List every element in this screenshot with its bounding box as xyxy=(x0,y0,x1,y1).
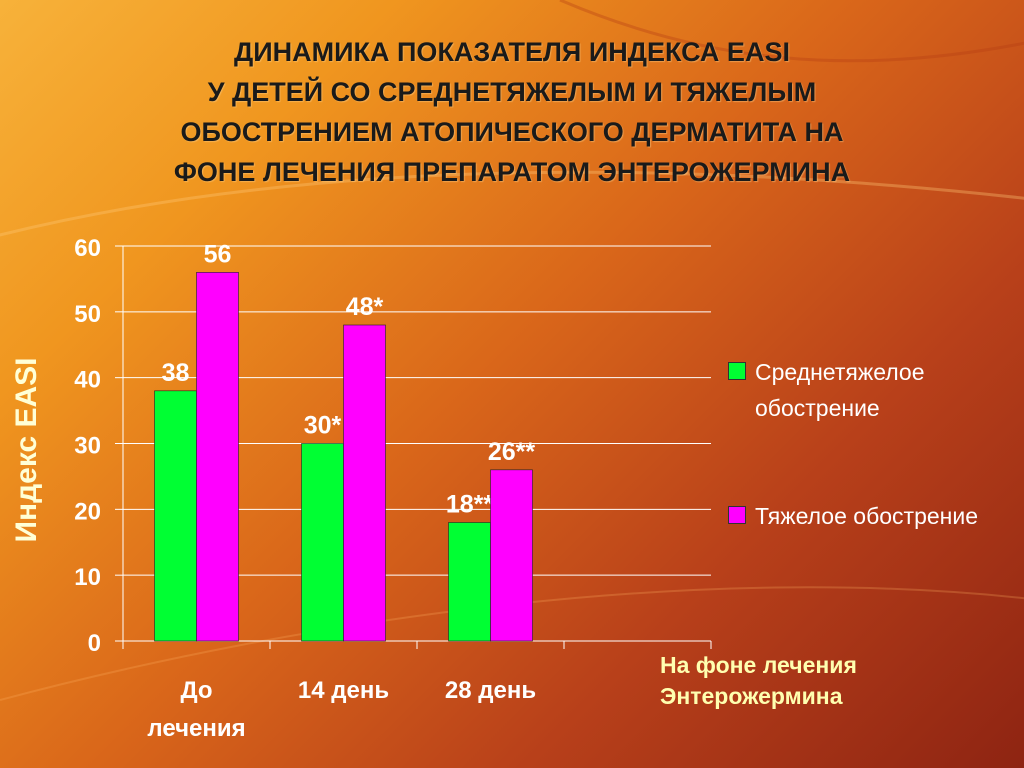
title-line: ФОНЕ ЛЕЧЕНИЯ ПРЕПАРАТОМ ЭНТЕРОЖЕРМИНА xyxy=(173,157,851,187)
legend-label-moderate: Среднетяжелое обострение xyxy=(755,359,925,421)
bar xyxy=(196,272,239,642)
x-tick-label: До xyxy=(180,677,212,704)
y-tick-label: 20 xyxy=(74,498,101,525)
data-label: 18** xyxy=(446,491,494,519)
data-label: 38 xyxy=(162,359,190,387)
note-line: На фоне лечения xyxy=(660,652,857,678)
chart-title: ДИНАМИКА ПОКАЗАТЕЛЯ ИНДЕКСА EASI У ДЕТЕЙ… xyxy=(40,32,984,192)
bar xyxy=(448,522,491,642)
legend-swatch-moderate xyxy=(728,362,746,380)
bar xyxy=(154,390,197,642)
y-tick-label: 10 xyxy=(74,564,101,591)
x-tick-label: лечения xyxy=(147,715,245,742)
treatment-note: На фоне лечения Энтерожермина xyxy=(660,650,960,712)
y-tick-label: 50 xyxy=(74,301,101,328)
data-label: 26** xyxy=(488,438,536,466)
y-tick-label: 30 xyxy=(74,433,101,460)
x-tick-label: 28 день xyxy=(445,677,536,704)
title-line: ОБОСТРЕНИЕМ АТОПИЧЕСКОГО ДЕРМАТИТА НА xyxy=(180,117,844,147)
y-axis-label: Индекс EASI xyxy=(10,357,43,543)
note-line: Энтерожермина xyxy=(660,683,843,709)
x-tick-label: 14 день xyxy=(298,677,389,704)
bar xyxy=(343,324,386,642)
y-tick-label: 0 xyxy=(88,630,101,657)
y-tick-label: 40 xyxy=(74,367,101,394)
bar xyxy=(490,469,533,642)
title-line: ДИНАМИКА ПОКАЗАТЕЛЯ ИНДЕКСА EASI xyxy=(234,37,790,67)
y-tick-label: 60 xyxy=(74,235,101,262)
title-line: У ДЕТЕЙ СО СРЕДНЕТЯЖЕЛЫМ И ТЯЖЕЛЫМ xyxy=(207,77,817,107)
bar xyxy=(301,443,344,642)
legend-swatch-severe xyxy=(728,506,746,524)
legend-label-severe: Тяжелое обострение xyxy=(755,503,978,529)
data-label: 48* xyxy=(346,293,384,321)
data-label: 30* xyxy=(304,412,342,440)
data-label: 56 xyxy=(204,240,232,268)
